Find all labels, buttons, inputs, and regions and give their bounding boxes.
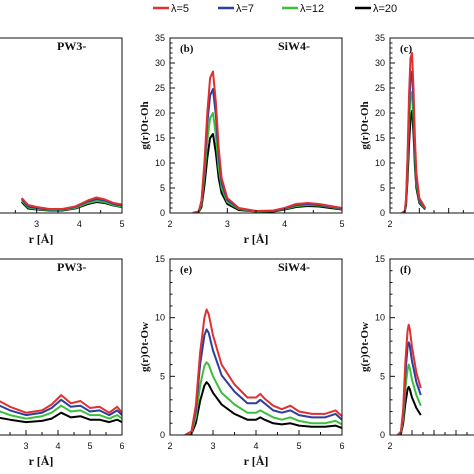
y-tick-label: 5 (160, 183, 165, 193)
chart-panel: 3 4 5 6 r [Å] PW3- (0, 258, 125, 468)
series-line (192, 133, 342, 213)
legend-entry: λ=5 (153, 3, 189, 15)
x-tick-label: 5 (339, 219, 344, 229)
y-tick-label: 25 (375, 83, 385, 93)
x-tick-label: 4 (55, 441, 60, 451)
legend-entry: λ=20 (355, 3, 397, 15)
series-line (192, 112, 342, 213)
y-tick-label: 10 (155, 158, 165, 168)
series-group (20, 196, 122, 212)
y-tick-label: 20 (155, 108, 165, 118)
y-tick-label: 15 (375, 133, 385, 143)
x-tick-label: 3 (225, 219, 230, 229)
series-line (396, 323, 422, 435)
y-tick-label: 0 (160, 208, 165, 218)
x-tick-label: 2 (167, 441, 172, 451)
x-tick-label: 2 (387, 219, 392, 229)
chart-panel: 20 5 10 15 20 25 30 35 g(r)Ot-Oh (c) (359, 33, 474, 229)
legend-label: λ=20 (373, 3, 397, 15)
series-group (192, 70, 342, 213)
y-tick-label: 0 (380, 208, 385, 218)
molecule-label: PW3- (57, 260, 86, 274)
series-group (184, 308, 342, 435)
series-line (401, 52, 427, 213)
x-tick-label: 4 (77, 219, 82, 229)
x-axis-label: r [Å] (244, 232, 269, 246)
molecule-label: SiW4- (278, 39, 310, 53)
legend-label: λ=7 (236, 3, 254, 15)
chart-panel: 20 5 10 15 g(r)Ot-Ow (f) (359, 254, 474, 451)
series-line (184, 381, 342, 435)
legend: λ=5 λ=7 λ=12 λ=20 (153, 3, 397, 15)
x-tick-label: 6 (119, 441, 124, 451)
x-tick-label: 6 (339, 441, 344, 451)
series-group (396, 323, 422, 435)
x-axis-label: r [Å] (29, 454, 54, 468)
y-tick-label: 0 (380, 430, 385, 440)
y-tick-label: 0 (160, 430, 165, 440)
series-line (0, 394, 122, 414)
x-tick-label: 3 (34, 219, 39, 229)
molecule-label: PW3- (57, 39, 86, 53)
series-line (192, 70, 342, 213)
y-axis-label: g(r)Ot-Ow (359, 322, 371, 372)
y-tick-label: 30 (375, 58, 385, 68)
y-tick-label: 15 (155, 133, 165, 143)
plot-frame (389, 37, 474, 214)
legend-label: λ=12 (300, 3, 324, 15)
series-line (184, 328, 342, 435)
x-tick-label: 2 (387, 441, 392, 451)
x-tick-label: 3 (210, 441, 215, 451)
chart-panel: 2 3 4 5 0 5 10 15 20 25 30 35 r [Å] g(r)Ot-Oh (b) SiW4- (139, 33, 345, 246)
y-tick-label: 35 (375, 33, 385, 43)
x-axis-label: r [Å] (244, 454, 269, 468)
y-tick-label: 20 (375, 108, 385, 118)
chart-panel: 3 4 5 r [Å] PW3- (0, 37, 125, 246)
y-tick-label: 10 (375, 313, 385, 323)
y-tick-label: 25 (155, 83, 165, 93)
panel-label: (c) (400, 43, 413, 55)
x-tick-label: 3 (23, 441, 28, 451)
legend-entry: λ=12 (282, 3, 324, 15)
x-tick-label: 2 (167, 219, 172, 229)
plot-frame (0, 37, 123, 214)
series-group (401, 52, 427, 213)
series-line (20, 196, 122, 210)
legend-entry: λ=7 (218, 3, 254, 15)
x-tick-label: 4 (253, 441, 258, 451)
x-tick-label: 5 (119, 219, 124, 229)
x-tick-label: 4 (282, 219, 287, 229)
y-tick-label: 15 (155, 254, 165, 264)
chart-panel: 2 3 4 5 6 0 5 10 15 r [Å] g(r)Ot-Ow (e) SiW4- (139, 254, 345, 468)
y-tick-label: 5 (160, 371, 165, 381)
series-line (184, 361, 342, 435)
legend-label: λ=5 (171, 3, 189, 15)
x-tick-label: 5 (87, 441, 92, 451)
panel-label: (e) (180, 264, 193, 276)
x-axis-label: r [Å] (29, 232, 54, 246)
y-tick-label: 35 (155, 33, 165, 43)
series-line (0, 411, 122, 424)
y-tick-label: 10 (375, 158, 385, 168)
x-tick-label: 5 (296, 441, 301, 451)
series-line (184, 308, 342, 435)
series-group (0, 394, 122, 424)
y-axis-label: g(r)Ot-Ow (139, 322, 151, 372)
y-axis-label: g(r)Ot-Oh (359, 101, 371, 149)
y-tick-label: 5 (380, 371, 385, 381)
y-tick-label: 5 (380, 183, 385, 193)
panel-label: (b) (180, 43, 194, 55)
panel-label: (f) (400, 264, 411, 276)
y-tick-label: 10 (155, 313, 165, 323)
molecule-label: SiW4- (278, 260, 310, 274)
y-tick-label: 30 (155, 58, 165, 68)
plot-frame (169, 37, 343, 214)
y-axis-label: g(r)Ot-Oh (139, 101, 151, 149)
series-line (0, 398, 122, 417)
series-line (0, 404, 122, 420)
y-tick-label: 15 (375, 254, 385, 264)
